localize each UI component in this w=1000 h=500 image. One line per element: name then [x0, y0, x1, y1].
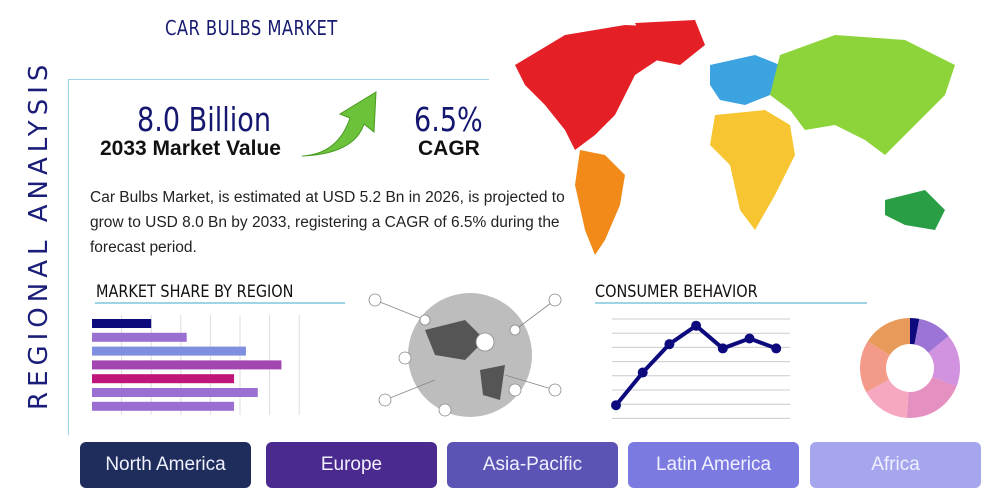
region-button-north-america[interactable]: North America	[80, 442, 251, 488]
cagr-value: 6.5%	[414, 100, 483, 139]
market-value: 8.0 Billion	[137, 100, 271, 139]
region-button-europe[interactable]: Europe	[266, 442, 437, 488]
frame-border	[68, 79, 489, 435]
region-button-latin-america[interactable]: Latin America	[628, 442, 799, 488]
bar	[92, 346, 246, 356]
bar	[92, 374, 235, 384]
divider	[95, 302, 345, 304]
bar	[92, 388, 258, 397]
bar	[92, 401, 235, 411]
donut-slice	[914, 318, 949, 353]
donut-slice	[860, 341, 890, 393]
data-point	[664, 339, 675, 350]
network-globe	[368, 293, 562, 417]
market-share-heading: MARKET SHARE BY REGION	[96, 282, 294, 302]
data-point	[691, 320, 702, 331]
data-point	[744, 333, 755, 344]
donut-slice	[928, 336, 960, 387]
description: Car Bulbs Market, is estimated at USD 5.…	[90, 189, 565, 256]
donut-slice	[867, 318, 910, 356]
data-point	[637, 367, 648, 378]
region-button-africa[interactable]: Africa	[810, 442, 981, 488]
consumer-line-chart	[611, 318, 790, 419]
cagr-label: CAGR	[418, 137, 480, 160]
consumer-heading: CONSUMER BEHAVIOR	[595, 282, 758, 302]
consumer-donut-chart	[860, 318, 960, 418]
bar	[92, 332, 187, 342]
divider	[595, 302, 867, 304]
data-point	[717, 343, 728, 354]
region-button-asia-pacific[interactable]: Asia-Pacific	[447, 442, 618, 488]
page-title: CAR BULBS MARKET	[165, 16, 338, 40]
donut-slice	[906, 376, 957, 418]
growth-arrow-icon	[301, 91, 377, 157]
market-value-label: 2033 Market Value	[100, 137, 281, 160]
donut-slice	[910, 318, 920, 345]
donut-slice	[866, 379, 909, 418]
world-map	[515, 20, 955, 255]
bar	[92, 319, 152, 328]
bar	[92, 360, 282, 370]
data-point	[771, 343, 782, 354]
market-share-chart	[92, 315, 300, 415]
data-point	[611, 400, 621, 411]
side-label: REGIONAL ANALYSIS	[24, 59, 54, 410]
